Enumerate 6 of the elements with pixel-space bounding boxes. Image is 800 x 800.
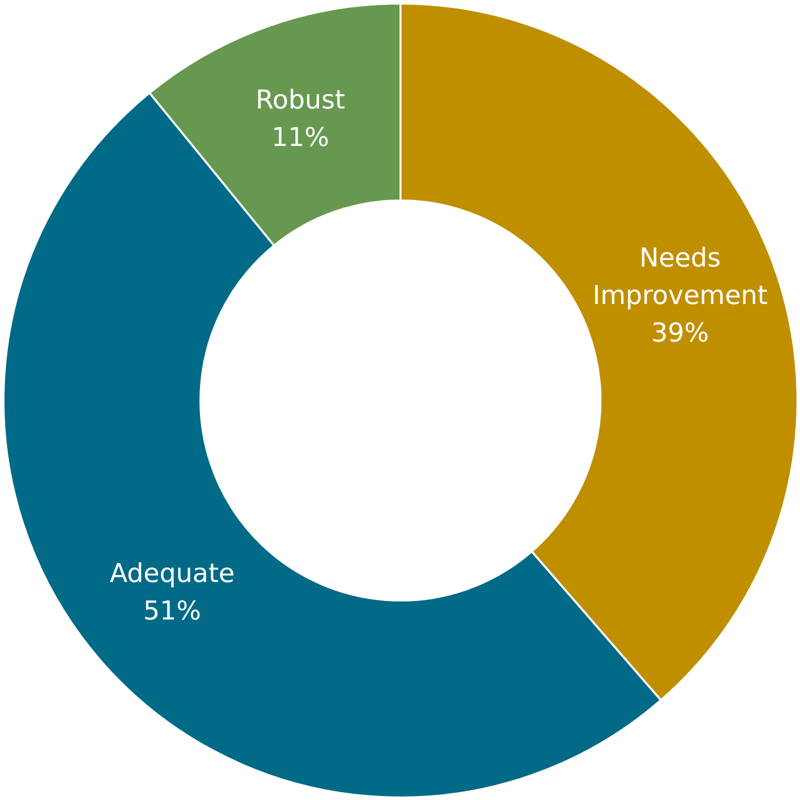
slice-label: Adequate — [110, 559, 235, 590]
data-label: 11% — [271, 123, 330, 154]
slice-label: Robust — [256, 86, 346, 116]
slice-label: Needs Improvement — [592, 243, 768, 311]
data-label: 39% — [651, 318, 710, 348]
data-label: 51% — [143, 596, 202, 627]
